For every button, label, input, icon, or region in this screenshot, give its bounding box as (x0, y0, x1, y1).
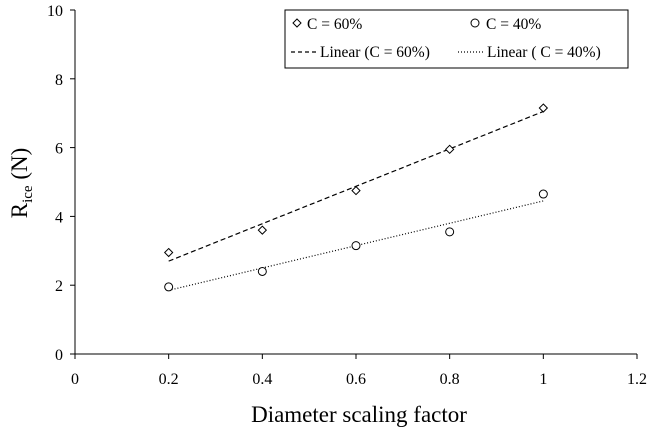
point-c40 (351, 241, 361, 251)
y-axis-title-unit: (N) (7, 148, 32, 186)
x-tick-label: 1.2 (627, 371, 647, 388)
x-tick-label: 1 (539, 371, 547, 388)
point-c60 (257, 225, 268, 235)
point-c60 (163, 247, 174, 258)
y-tick-label: 4 (55, 209, 63, 226)
y-axis-title-subscript: ice (20, 185, 36, 203)
x-tick-label: 0.4 (252, 371, 272, 388)
y-tick-label: 0 (55, 347, 63, 364)
legend-diamond-marker (292, 18, 302, 28)
point-c40 (164, 282, 174, 292)
legend: C = 60% C = 40% Linear (C = 60%) Linear … (284, 9, 629, 69)
y-axis-title-main: R (7, 202, 32, 218)
legend-label-c40: C = 40% (486, 16, 541, 33)
y-tick-labels: 0 2 4 6 8 10 (47, 3, 75, 364)
trendlines (168, 110, 544, 291)
y-axis-title: Rice (N) (7, 148, 36, 219)
legend-circle-marker (470, 18, 480, 28)
x-tick-label: 0.8 (440, 371, 460, 388)
legend-label-c60: C = 60% (307, 16, 362, 33)
legend-marker-c40 (470, 18, 480, 28)
x-tick-labels: 0 0.2 0.4 0.6 0.8 1 1.2 (71, 354, 647, 388)
point-c60 (538, 103, 549, 113)
y-tick-label: 10 (47, 3, 63, 20)
point-c60 (351, 185, 361, 196)
x-tick-label: 0.6 (346, 371, 366, 388)
legend-label-linear-c60: Linear (C = 60%) (320, 44, 430, 61)
point-c60 (444, 144, 455, 155)
point-c40 (445, 227, 455, 237)
x-axis-title: Diameter scaling factor (251, 402, 467, 427)
legend-label-linear-c40: Linear ( C = 40%) (487, 44, 601, 61)
x-tick-label: 0 (71, 371, 79, 388)
legend-marker-c60 (292, 18, 302, 28)
y-tick-label: 6 (55, 141, 63, 158)
legend-box (284, 9, 629, 69)
data-points (163, 103, 549, 292)
point-c40 (257, 266, 267, 276)
y-tick-label: 2 (55, 278, 63, 295)
x-tick-label: 0.2 (159, 371, 179, 388)
point-c40 (538, 189, 548, 199)
y-tick-label: 8 (55, 72, 63, 89)
